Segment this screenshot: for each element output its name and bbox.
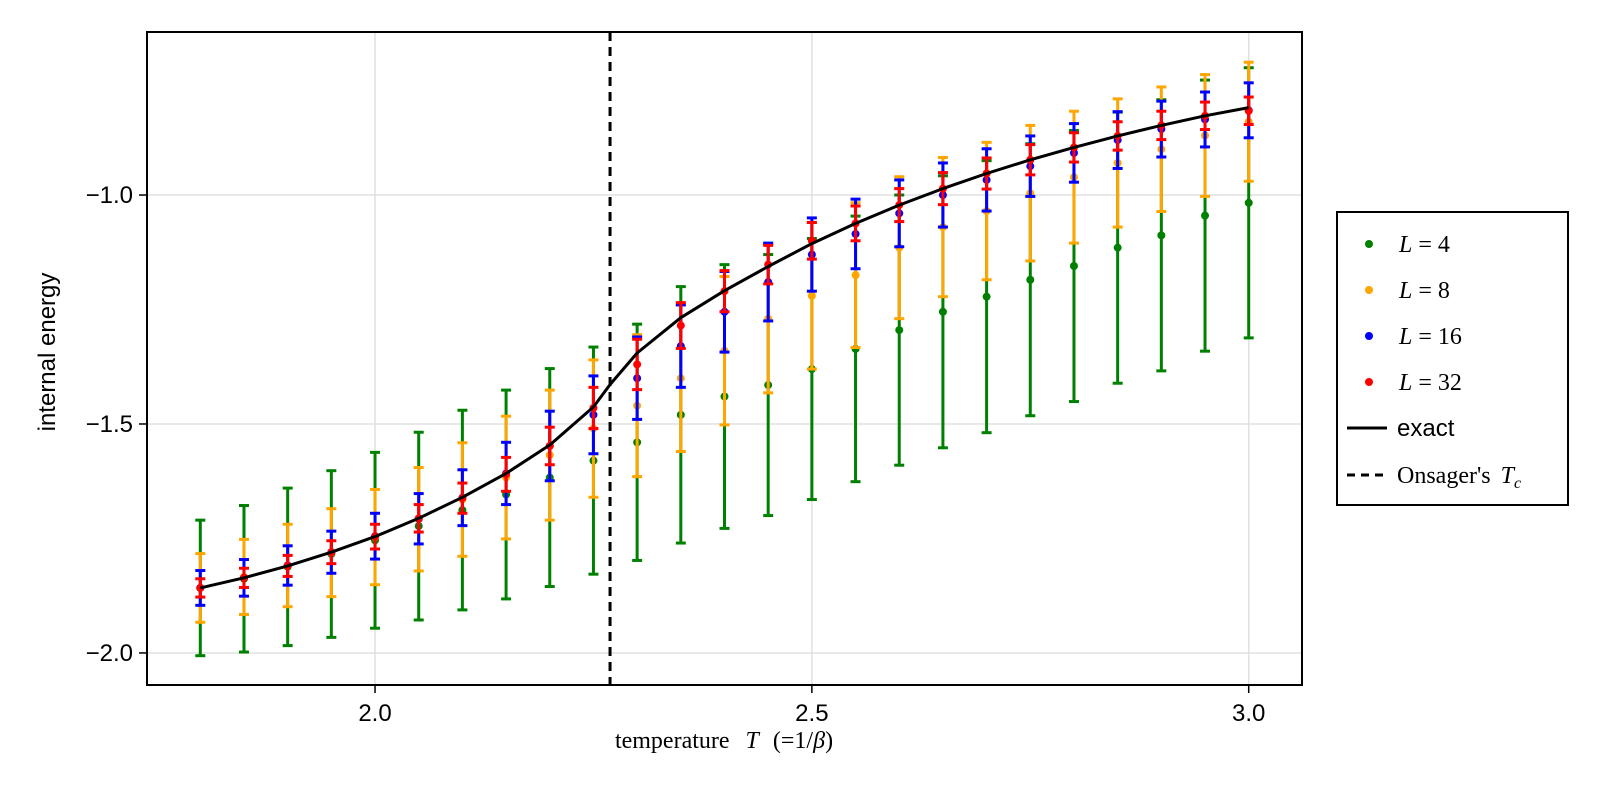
y-axis-ticks: −1.0 −1.5 −2.0 [86, 182, 147, 667]
data-point [807, 291, 816, 300]
data-point [851, 271, 860, 280]
legend-marker-icon [1365, 286, 1373, 294]
data-point [1201, 211, 1210, 220]
exact-curve [199, 106, 1249, 590]
legend-item: L = 16 [1365, 324, 1462, 350]
legend-marker-icon [1365, 378, 1373, 386]
x-axis-label-close: ) [825, 728, 833, 754]
legend-label: L = 16 [1398, 324, 1462, 350]
data-point [1069, 261, 1078, 270]
data-point [895, 326, 904, 335]
y-tick-label: −1.5 [86, 411, 133, 438]
legend-label: L = 8 [1398, 278, 1450, 304]
data-point [1113, 243, 1122, 252]
legend-label: L = 32 [1398, 370, 1462, 396]
y-tick-label: −1.0 [86, 182, 133, 209]
x-axis-label-beta: β [812, 728, 825, 754]
x-tick-label: 3.0 [1232, 700, 1265, 727]
legend-marker-icon [1365, 332, 1373, 340]
data-point [1157, 231, 1166, 240]
legend-item: L = 32 [1365, 370, 1462, 396]
legend-item: exact [1347, 415, 1455, 442]
data-point [982, 292, 991, 301]
legend-item: Onsager's Tc [1347, 463, 1521, 492]
legend-label: exact [1397, 415, 1455, 442]
x-tick-label: 2.5 [795, 700, 828, 727]
legend-box [1336, 211, 1569, 506]
legend-item: L = 8 [1365, 278, 1450, 304]
errorbar-series [195, 60, 1254, 658]
data-point [633, 360, 642, 369]
plot-frame [146, 31, 1303, 686]
legend-marker-icon [1365, 240, 1373, 248]
y-tick-label: −2.0 [86, 640, 133, 667]
legend-label: L = 4 [1398, 232, 1450, 258]
x-axis-ticks: 2.0 2.5 3.0 [358, 685, 1265, 727]
x-axis-label: temperature T (=1/β) [615, 728, 833, 754]
data-point [1244, 198, 1253, 207]
x-axis-label-text: temperature [615, 728, 730, 754]
data-point [1026, 275, 1035, 284]
legend-item: L = 4 [1365, 232, 1450, 258]
legend-label: Onsager's Tc [1397, 463, 1521, 492]
x-axis-label-rest: (=1/ [773, 728, 814, 754]
data-point [676, 321, 685, 330]
x-axis-label-var: T [746, 728, 761, 754]
y-axis-label: internal energy [34, 273, 61, 432]
x-tick-label: 2.0 [358, 700, 391, 727]
data-point [938, 307, 947, 316]
legend: L = 4 L = 8 L = 16 L = 32 exact Onsager's Tc [1336, 211, 1569, 506]
